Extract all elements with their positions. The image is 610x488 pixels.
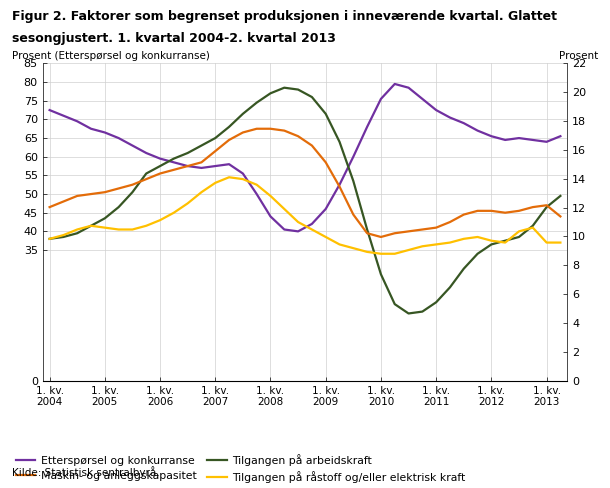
Text: Prosent (Etterspørsel og konkurranse): Prosent (Etterspørsel og konkurranse) xyxy=(12,51,210,61)
Legend: Etterspørsel og konkurranse, Maskin- og anleggskapasitet, Tilgangen på arbeidskr: Etterspørsel og konkurranse, Maskin- og … xyxy=(12,449,470,488)
Text: Kilde: Statistisk sentralbyrå.: Kilde: Statistisk sentralbyrå. xyxy=(12,467,160,478)
Text: sesongjustert. 1. kvartal 2004-2. kvartal 2013: sesongjustert. 1. kvartal 2004-2. kvarta… xyxy=(12,32,336,45)
Text: Prosent: Prosent xyxy=(559,51,598,61)
Text: Figur 2. Faktorer som begrenset produksjonen i inneværende kvartal. Glattet: Figur 2. Faktorer som begrenset produksj… xyxy=(12,10,557,23)
